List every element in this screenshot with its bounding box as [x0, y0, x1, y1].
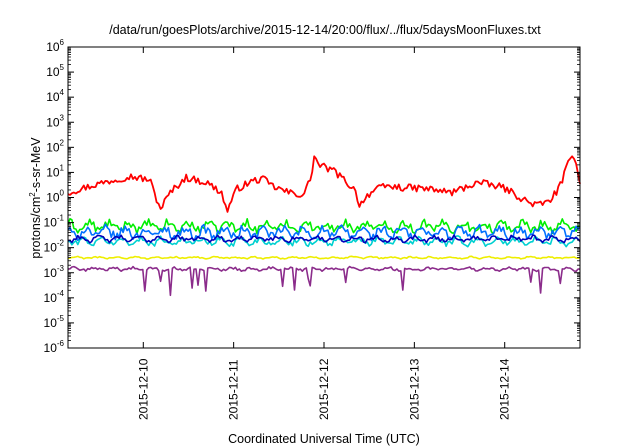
- y-tick-exponent: 1: [60, 163, 65, 172]
- y-tick-base: 10: [46, 115, 60, 129]
- y-tick-base: 10: [44, 316, 58, 330]
- y-tick-label: 10-3: [44, 264, 65, 280]
- y-tick-label: 10-1: [44, 214, 65, 230]
- plot-background: [68, 47, 580, 348]
- y-tick-label: 10-2: [44, 239, 65, 255]
- chart-title: /data/run/goesPlots/archive/2015-12-14/2…: [109, 23, 541, 37]
- x-tick-label: 2015-12-13: [407, 358, 421, 420]
- y-tick-base: 10: [46, 90, 60, 104]
- y-tick-base: 10: [44, 341, 58, 355]
- series-line-7: [67, 265, 580, 297]
- y-tick-base: 10: [46, 65, 60, 79]
- x-tick-label: 2015-12-11: [227, 359, 241, 420]
- y-tick-base: 10: [44, 266, 58, 280]
- y-tick-exponent: 0: [60, 189, 65, 198]
- y-tick-exponent: -6: [57, 339, 65, 348]
- y-tick-label: 101: [46, 163, 64, 179]
- axes: 10-610-510-410-310-210-11001011021031041…: [44, 38, 581, 420]
- series-layer: [67, 155, 581, 297]
- y-tick-label: 100: [46, 189, 64, 205]
- y-tick-exponent: -1: [57, 214, 65, 223]
- y-tick-exponent: 2: [60, 138, 65, 147]
- y-tick-exponent: 6: [60, 38, 65, 47]
- y-tick-exponent: 5: [60, 63, 65, 72]
- y-tick-base: 10: [46, 165, 60, 179]
- series-line-1: [67, 155, 581, 213]
- y-tick-base: 10: [46, 40, 60, 54]
- y-tick-base: 10: [44, 291, 58, 305]
- y-tick-exponent: -2: [57, 239, 65, 248]
- y-tick-label: 106: [46, 38, 64, 54]
- series-line-3: [67, 223, 581, 242]
- y-tick-label: 103: [46, 113, 64, 129]
- y-tick-exponent: -4: [57, 289, 65, 298]
- y-tick-base: 10: [44, 241, 58, 255]
- y-tick-exponent: -5: [57, 314, 65, 323]
- y-tick-label: 102: [46, 138, 64, 154]
- y-tick-label: 104: [46, 88, 64, 104]
- y-tick-label: 105: [46, 63, 64, 79]
- y-axis-label-main: protons/cm: [29, 197, 43, 259]
- x-tick-label: 2015-12-14: [498, 358, 512, 420]
- y-tick-base: 10: [44, 216, 58, 230]
- series-line-6: [67, 255, 581, 260]
- x-axis-label: Coordinated Universal Time (UTC): [228, 432, 420, 446]
- y-tick-base: 10: [46, 191, 60, 205]
- y-axis-label-superscript: 2: [28, 192, 37, 197]
- y-axis-label: protons/cm2-s-sr-MeV: [28, 137, 43, 259]
- plot-area: [68, 47, 580, 348]
- y-tick-label: 10-6: [44, 339, 65, 355]
- y-tick-label: 10-5: [44, 314, 65, 330]
- y-axis-label-unit: -s-sr-MeV: [29, 137, 43, 193]
- x-tick-label: 2015-12-10: [136, 358, 150, 420]
- y-tick-base: 10: [46, 140, 60, 154]
- y-tick-exponent: 4: [60, 88, 65, 97]
- y-tick-label: 10-4: [44, 289, 65, 305]
- y-tick-exponent: -3: [57, 264, 65, 273]
- y-tick-exponent: 3: [60, 113, 65, 122]
- x-tick-label: 2015-12-12: [317, 358, 331, 420]
- series-line-4: [67, 235, 581, 248]
- series-line-5: [68, 234, 581, 244]
